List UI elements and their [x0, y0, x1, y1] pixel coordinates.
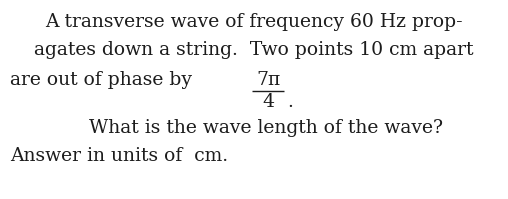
- Text: are out of phase by: are out of phase by: [10, 71, 198, 89]
- Text: What is the wave length of the wave?: What is the wave length of the wave?: [65, 119, 443, 137]
- Text: Answer in units of  cm.: Answer in units of cm.: [10, 147, 228, 165]
- Text: 7π: 7π: [256, 71, 280, 89]
- Text: A transverse wave of frequency 60 Hz prop-: A transverse wave of frequency 60 Hz pro…: [45, 13, 463, 31]
- Text: .: .: [287, 93, 293, 111]
- Text: 4: 4: [262, 93, 274, 111]
- Text: agates down a string.  Two points 10 cm apart: agates down a string. Two points 10 cm a…: [34, 41, 474, 59]
